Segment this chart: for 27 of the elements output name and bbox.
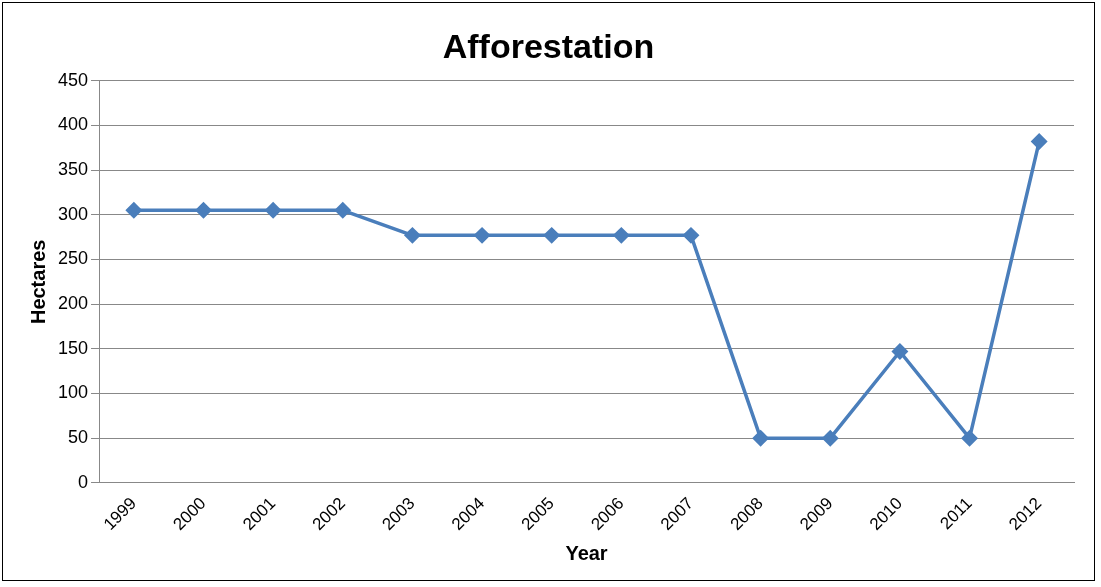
point xyxy=(195,202,212,219)
y-tick-label: 150 xyxy=(57,337,89,358)
point xyxy=(822,430,839,446)
point xyxy=(335,202,351,219)
point xyxy=(892,343,908,360)
y-tick-label: 450 xyxy=(57,69,89,90)
point xyxy=(404,227,421,244)
x-axis-title: Year xyxy=(565,541,608,564)
y-tick-label: 300 xyxy=(57,203,89,224)
point xyxy=(752,430,769,446)
y-axis-title: Hectares xyxy=(26,239,49,325)
point xyxy=(683,227,699,244)
y-tick-label: 50 xyxy=(68,427,89,448)
point xyxy=(265,202,281,219)
point xyxy=(543,227,560,244)
y-tick-label: 350 xyxy=(57,159,89,180)
y-tick-label: 250 xyxy=(57,248,89,269)
chart-title: Afforestation xyxy=(442,26,655,65)
point xyxy=(1031,133,1047,150)
y-tick-label: 400 xyxy=(57,114,89,135)
point xyxy=(613,227,630,244)
y-tick-label: 0 xyxy=(78,471,89,492)
point xyxy=(474,227,490,244)
y-tick-label: 100 xyxy=(57,382,89,403)
y-tick-label: 200 xyxy=(57,293,89,314)
point xyxy=(961,430,978,446)
point xyxy=(126,202,142,219)
